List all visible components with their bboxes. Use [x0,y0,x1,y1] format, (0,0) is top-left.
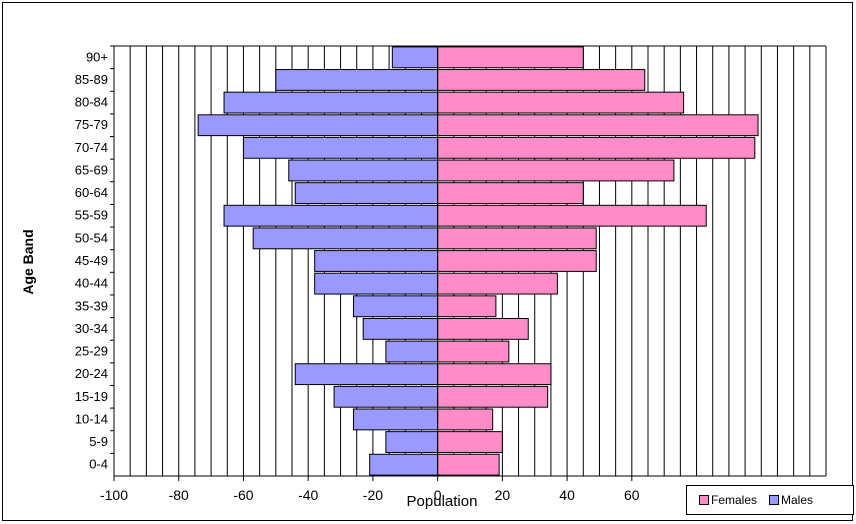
y-tick-label: 90+ [86,49,108,64]
bar-females-20-24 [437,363,552,386]
bar-males-25-29 [385,340,439,363]
y-tick-label: 15-19 [75,389,108,404]
y-tick-label: 75-79 [75,117,108,132]
bar-females-85-89 [437,69,646,91]
bar-females-15-19 [437,385,549,408]
x-tick-label: -80 [169,487,189,503]
y-tick-label: 5-9 [89,434,108,449]
bar-males-85-89 [275,69,439,91]
legend-item-males: Males [769,493,813,507]
y-tick-label: 10-14 [75,411,108,426]
y-tick-label: 35-39 [75,298,108,313]
y-tick-label: 20-24 [75,366,108,381]
x-tick-label: -100 [100,487,128,503]
bar-females-0-4 [437,453,500,476]
bar-females-30-34 [437,317,529,340]
y-tick-label: 65-69 [75,162,108,177]
y-tick-label: 80-84 [75,95,108,110]
legend-swatch-males [769,495,780,505]
bar-females-10-14 [437,408,494,431]
x-tick-label: 20 [495,487,511,503]
bar-males-0-4 [369,453,439,476]
bar-males-60-64 [294,182,439,205]
bar-males-80-84 [223,91,439,114]
legend: Females Males [686,485,854,515]
bar-males-55-59 [223,204,439,227]
bar-females-5-9 [437,431,503,453]
bar-males-15-19 [333,385,439,408]
bar-males-90+ [391,46,439,69]
legend-item-females: Females [699,493,757,507]
bar-females-40-44 [437,272,558,295]
bar-males-70-74 [242,136,439,159]
y-tick-label: 30-34 [75,321,108,336]
bar-males-10-14 [352,408,439,431]
bar-males-20-24 [294,363,439,386]
bar-males-35-39 [352,295,439,318]
legend-label-females: Females [711,493,758,507]
bar-males-65-69 [288,159,439,182]
x-tick-label: 0 [434,487,442,503]
legend-label-males: Males [781,493,814,507]
y-tick-label: 45-49 [75,253,108,268]
y-tick-label: 70-74 [75,140,108,155]
x-axis-label: Population [406,493,478,510]
bar-females-70-74 [437,136,756,159]
x-tick-label: -20 [363,487,383,503]
bar-males-45-49 [314,250,439,272]
bar-females-75-79 [437,114,759,137]
bar-females-90+ [437,46,584,69]
bar-females-65-69 [437,159,675,182]
y-axis-label: Age Band [20,229,36,295]
y-tick-label: 60-64 [75,185,108,200]
bar-females-25-29 [437,340,510,363]
bar-males-50-54 [252,227,439,250]
x-tick-label: -60 [233,487,253,503]
x-tick-label: -40 [298,487,318,503]
bar-males-40-44 [314,272,439,295]
bar-females-55-59 [437,204,707,227]
x-tick-label: 40 [559,487,575,503]
y-tick-label: 55-59 [75,208,108,223]
y-tick-label: 0-4 [89,457,108,472]
y-tick-label: 25-29 [75,344,108,359]
bar-females-60-64 [437,182,584,205]
y-tick-label: 85-89 [75,72,108,87]
bar-females-80-84 [437,91,685,114]
bar-females-35-39 [437,295,497,318]
bar-males-30-34 [362,317,439,340]
y-tick-label: 50-54 [75,230,108,245]
x-tick-label: 60 [624,487,640,503]
bar-females-45-49 [437,250,597,272]
legend-swatch-females [699,495,709,505]
y-tick-label: 40-44 [75,276,108,291]
bar-males-5-9 [385,431,439,453]
bar-females-50-54 [437,227,597,250]
bar-males-75-79 [197,114,439,137]
